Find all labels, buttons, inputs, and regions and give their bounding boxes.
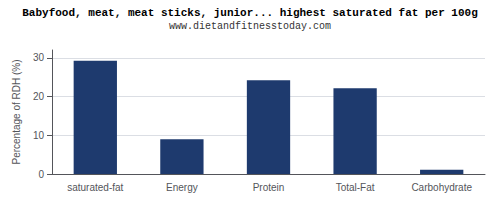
- svg-text:30: 30: [33, 52, 45, 63]
- svg-text:Energy: Energy: [166, 182, 198, 193]
- svg-text:Percentage of RDH (%): Percentage of RDH (%): [11, 59, 22, 164]
- svg-text:20: 20: [33, 91, 45, 102]
- svg-text:saturated-fat: saturated-fat: [67, 182, 123, 193]
- svg-text:Babyfood, meat, meat sticks, j: Babyfood, meat, meat sticks, junior... h…: [22, 7, 477, 19]
- svg-text:www.dietandfitnesstoday.com: www.dietandfitnesstoday.com: [169, 21, 331, 32]
- svg-text:0: 0: [38, 169, 44, 180]
- svg-text:Carbohydrate: Carbohydrate: [411, 182, 472, 193]
- svg-text:Protein: Protein: [253, 182, 285, 193]
- svg-text:10: 10: [33, 130, 45, 141]
- svg-text:Total-Fat: Total-Fat: [336, 182, 375, 193]
